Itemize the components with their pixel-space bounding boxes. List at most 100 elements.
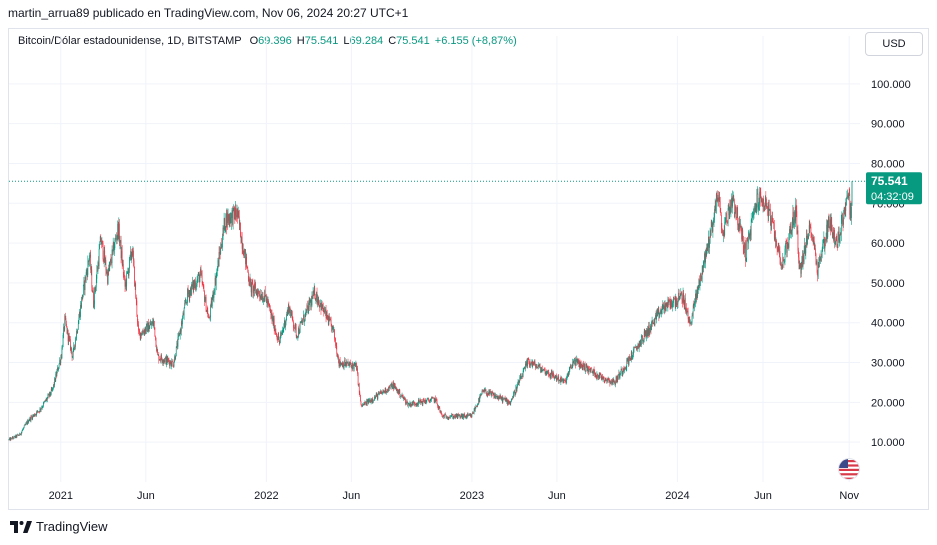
- candle-body: [769, 208, 771, 221]
- us-flag-icon[interactable]: [838, 458, 860, 480]
- chart-frame: [8, 28, 929, 510]
- candle-body: [293, 326, 295, 328]
- candle-body: [120, 240, 121, 243]
- currency-button[interactable]: USD: [865, 32, 923, 56]
- candle-body: [69, 338, 71, 340]
- candle-body: [565, 380, 567, 384]
- candle-body: [267, 298, 268, 305]
- candle-body: [814, 248, 816, 249]
- candle-body: [702, 265, 704, 273]
- candle-body: [534, 361, 535, 364]
- candle-body: [748, 236, 749, 244]
- candle-body: [388, 386, 390, 388]
- candle-body: [51, 389, 53, 391]
- candle-body: [318, 301, 320, 307]
- candle-body: [760, 191, 762, 203]
- candle-body: [450, 416, 451, 418]
- candle-body: [830, 217, 832, 231]
- candle-body: [778, 243, 780, 249]
- candle-body: [549, 374, 551, 377]
- candle-body: [219, 253, 221, 255]
- candle-body: [619, 374, 621, 378]
- candle-body: [669, 300, 670, 301]
- candle-body: [219, 252, 220, 254]
- candle-body: [410, 402, 411, 407]
- candle-body: [732, 195, 734, 198]
- candle-body: [414, 404, 416, 405]
- candle-body: [28, 420, 30, 422]
- candle-body: [749, 233, 750, 239]
- candle-body: [215, 277, 217, 285]
- candle-body: [297, 336, 299, 338]
- candle-body: [615, 376, 617, 383]
- candle-body: [757, 193, 759, 210]
- candle-body: [14, 436, 16, 438]
- candle-body: [116, 238, 117, 240]
- candle-body: [548, 369, 549, 374]
- candle-body: [625, 367, 627, 369]
- candle-body: [676, 302, 678, 305]
- candle-body: [611, 380, 613, 384]
- candle-body: [779, 248, 780, 252]
- candle-body: [117, 224, 119, 236]
- candle-body: [518, 381, 519, 385]
- candle-body: [486, 393, 487, 396]
- candle-body: [398, 389, 400, 394]
- candle-body: [630, 352, 632, 361]
- candle-body: [321, 302, 323, 309]
- candle-body: [628, 356, 630, 365]
- candle-body: [657, 309, 659, 311]
- candle-body: [138, 330, 140, 332]
- candle-body: [195, 282, 196, 289]
- candle-body: [198, 273, 200, 283]
- candle-body: [89, 254, 91, 256]
- candle-body: [562, 379, 563, 380]
- candle-body: [578, 361, 580, 368]
- y-tick-label: 20.000: [871, 397, 905, 409]
- candle-body: [348, 364, 350, 366]
- candle-body: [308, 302, 309, 314]
- candle-body: [475, 406, 477, 409]
- candle-body: [382, 391, 383, 394]
- candle-body: [179, 333, 180, 336]
- candle-body: [666, 303, 668, 304]
- candle-body: [156, 349, 158, 351]
- candle-body: [251, 281, 253, 284]
- candle-body: [112, 242, 114, 250]
- candle-body: [324, 310, 325, 313]
- candle-body: [485, 389, 487, 394]
- candle-body: [72, 357, 73, 359]
- candle-body: [211, 301, 213, 306]
- candle-body: [53, 384, 55, 386]
- candle-body: [808, 225, 810, 237]
- candle-body: [201, 275, 203, 284]
- candle-body: [142, 331, 144, 333]
- candle-body: [658, 309, 660, 319]
- candle-body: [600, 374, 602, 376]
- candle-body: [700, 273, 702, 277]
- candle-body: [99, 236, 101, 246]
- candle-body: [68, 335, 70, 342]
- candle-body: [20, 434, 22, 436]
- symbol-label[interactable]: Bitcoin/Dólar estadounidense, 1D, BITSTA…: [18, 35, 242, 47]
- candle-body: [638, 344, 640, 349]
- candle-body: [52, 388, 53, 391]
- candle-body: [768, 204, 770, 217]
- candle-body: [649, 332, 651, 333]
- candle-body: [365, 401, 366, 403]
- publisher-line: martin_arrua89 publicado en TradingView.…: [8, 6, 409, 20]
- candle-body: [789, 228, 790, 234]
- candle-body: [244, 249, 246, 251]
- candle-body: [454, 415, 455, 418]
- candle-body: [428, 400, 430, 402]
- candle-body: [554, 376, 556, 378]
- candle-body: [417, 403, 419, 405]
- candle-body: [601, 376, 603, 380]
- candle-body: [783, 260, 785, 263]
- candle-body: [706, 248, 708, 251]
- candle-body: [437, 403, 438, 406]
- candle-body: [568, 373, 570, 376]
- candle-body: [87, 260, 89, 275]
- candle-body: [489, 391, 491, 395]
